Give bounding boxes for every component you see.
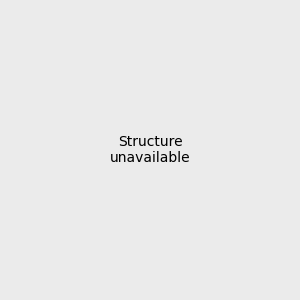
Text: Structure
unavailable: Structure unavailable — [110, 135, 190, 165]
